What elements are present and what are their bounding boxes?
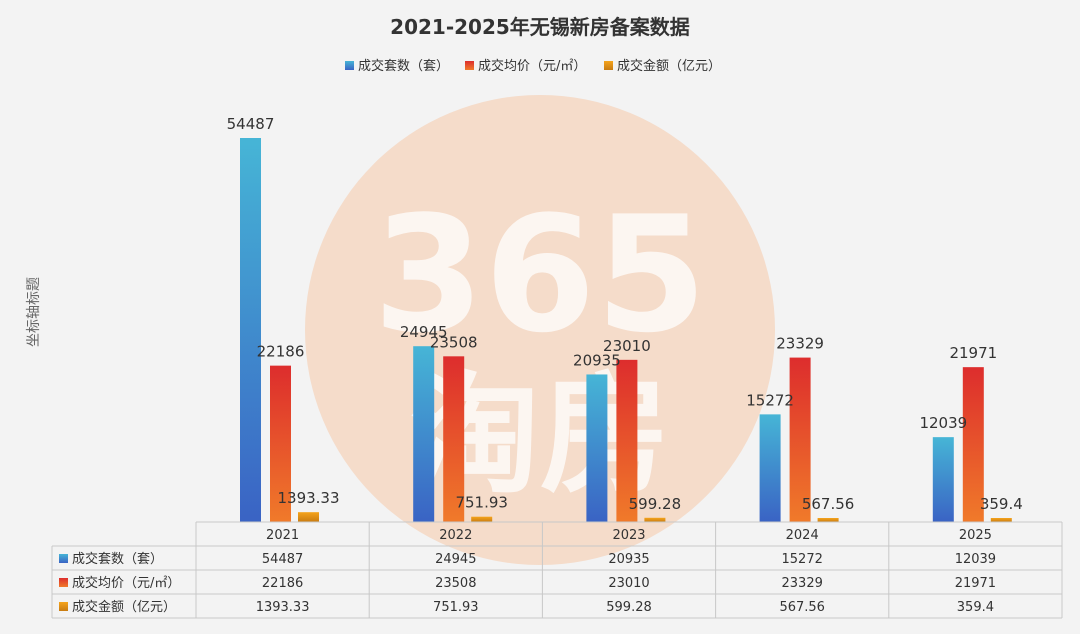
legend-swatch bbox=[465, 61, 474, 70]
table-cell: 23329 bbox=[782, 576, 823, 591]
legend-label: 成交均价（元/㎡） bbox=[478, 58, 586, 74]
data-label: 1393.33 bbox=[277, 489, 339, 507]
data-label: 12039 bbox=[919, 414, 967, 432]
table-cell: 751.93 bbox=[433, 600, 479, 615]
table-legend-swatch bbox=[59, 554, 68, 563]
data-label: 23329 bbox=[776, 335, 824, 353]
bar-price-2023 bbox=[616, 359, 638, 522]
table-row-label: 成交金额（亿元） bbox=[72, 599, 176, 615]
data-label: 21971 bbox=[949, 344, 997, 362]
data-label: 599.28 bbox=[629, 495, 682, 513]
bar-amount-2021 bbox=[298, 512, 319, 522]
data-label: 24945 bbox=[400, 323, 448, 341]
bar-units-2023 bbox=[586, 374, 608, 522]
table-cell: 1393.33 bbox=[256, 600, 310, 615]
x-tick-label: 2022 bbox=[439, 528, 472, 543]
watermark-text-top: 365 bbox=[373, 181, 707, 368]
table-cell: 567.56 bbox=[779, 600, 825, 615]
legend-swatch bbox=[604, 61, 613, 70]
legend-label: 成交套数（套） bbox=[358, 58, 449, 74]
table-cell: 24945 bbox=[435, 552, 476, 567]
data-labels: 54487221861393.332494523508751.932093523… bbox=[227, 115, 1023, 513]
legend-label: 成交金额（亿元） bbox=[617, 58, 721, 74]
table-cell: 23010 bbox=[608, 576, 649, 591]
bar-price-2024 bbox=[789, 357, 811, 522]
bar-units-2022 bbox=[413, 346, 435, 522]
data-label: 751.93 bbox=[455, 494, 508, 512]
table-cell: 15272 bbox=[782, 552, 823, 567]
data-label: 54487 bbox=[227, 115, 275, 133]
x-tick-label: 2021 bbox=[266, 528, 299, 543]
table-cell: 359.4 bbox=[957, 600, 994, 615]
bar-amount-2024 bbox=[817, 518, 839, 522]
x-tick-label: 2024 bbox=[786, 528, 819, 543]
table-row-label: 成交套数（套） bbox=[72, 551, 163, 567]
x-tick-label: 2023 bbox=[612, 528, 645, 543]
bar-price-2021 bbox=[270, 365, 291, 522]
bar-units-2021 bbox=[240, 138, 261, 522]
table-cell: 22186 bbox=[262, 576, 303, 591]
bars bbox=[240, 138, 1012, 522]
data-label: 23508 bbox=[430, 333, 478, 351]
data-label: 22186 bbox=[257, 343, 305, 361]
data-label: 23010 bbox=[603, 337, 651, 355]
table-row-label: 成交均价（元/㎡） bbox=[72, 575, 180, 591]
data-label: 359.4 bbox=[980, 495, 1023, 513]
table-legend-swatch bbox=[59, 602, 68, 611]
table-cell: 20935 bbox=[608, 552, 649, 567]
bar-amount-2022 bbox=[471, 516, 493, 522]
table-cell: 599.28 bbox=[606, 600, 652, 615]
data-table: 2021 2022 2023 2024 2025 成交套数（套） 54487 24945 209… bbox=[51, 521, 1063, 619]
chart-title: 2021-2025年无锡新房备案数据 bbox=[390, 15, 690, 39]
legend: 成交套数（套） 成交均价（元/㎡） 成交金额（亿元） bbox=[345, 58, 721, 74]
legend-swatch bbox=[345, 61, 354, 70]
data-label: 15272 bbox=[746, 391, 794, 409]
table-cell: 12039 bbox=[955, 552, 996, 567]
bar-amount-2025 bbox=[990, 518, 1012, 522]
x-tick-label: 2025 bbox=[959, 528, 992, 543]
table-cell: 54487 bbox=[262, 552, 303, 567]
bar-units-2024 bbox=[759, 414, 781, 522]
bar-units-2025 bbox=[932, 437, 954, 522]
y-axis-title: 坐标轴标题 bbox=[26, 277, 42, 347]
data-label: 20935 bbox=[573, 351, 621, 369]
bar-amount-2023 bbox=[644, 517, 666, 522]
bar-price-2025 bbox=[962, 367, 984, 522]
watermark: 365 淘房 bbox=[305, 95, 775, 565]
table-legend-swatch bbox=[59, 578, 68, 587]
table-cell: 21971 bbox=[955, 576, 996, 591]
data-label: 567.56 bbox=[802, 495, 855, 513]
table-cell: 23508 bbox=[435, 576, 476, 591]
bar-price-2022 bbox=[443, 356, 465, 522]
